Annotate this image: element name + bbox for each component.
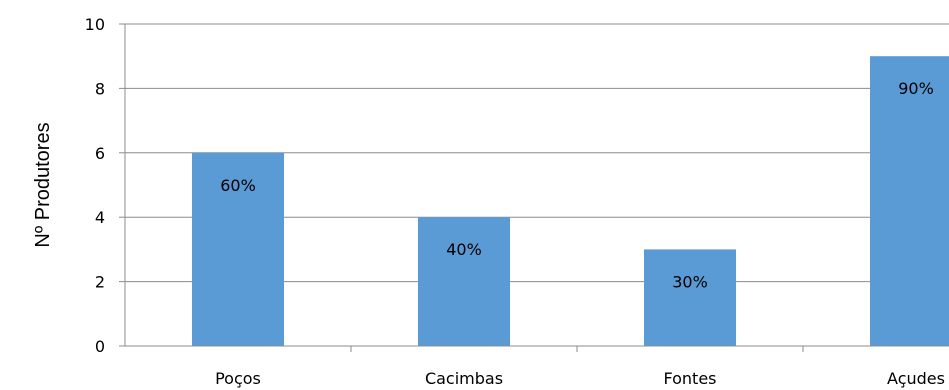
y-tick-label: 0 — [95, 337, 105, 356]
bar-pocos — [192, 152, 284, 346]
y-tick-label: 8 — [95, 79, 105, 98]
x-tick-label: Fontes — [663, 369, 716, 388]
x-tick-label: Cacimbas — [425, 369, 503, 388]
x-tick-label: Açudes — [887, 369, 945, 388]
y-axis-label: Nº Produtores — [32, 122, 54, 247]
data-label: 90% — [898, 79, 934, 98]
data-labels: 60% 40% 30% 90% — [220, 79, 934, 291]
x-tick-labels: Poços Cacimbas Fontes Açudes — [215, 369, 945, 388]
y-tick-label: 2 — [95, 273, 105, 292]
x-tick-label: Poços — [215, 369, 261, 388]
y-tick-labels: 0 2 4 6 8 10 — [85, 15, 105, 356]
bar-fontes — [644, 249, 736, 346]
y-tick-label: 10 — [85, 15, 105, 34]
bar-acudes — [870, 56, 949, 346]
y-tick-label: 4 — [95, 208, 105, 227]
data-label: 60% — [220, 176, 256, 195]
bar-cacimbas — [418, 217, 510, 346]
data-label: 30% — [672, 272, 708, 291]
bars — [192, 56, 949, 346]
y-tick-label: 6 — [95, 144, 105, 163]
axes — [119, 23, 949, 352]
data-label: 40% — [446, 240, 482, 259]
